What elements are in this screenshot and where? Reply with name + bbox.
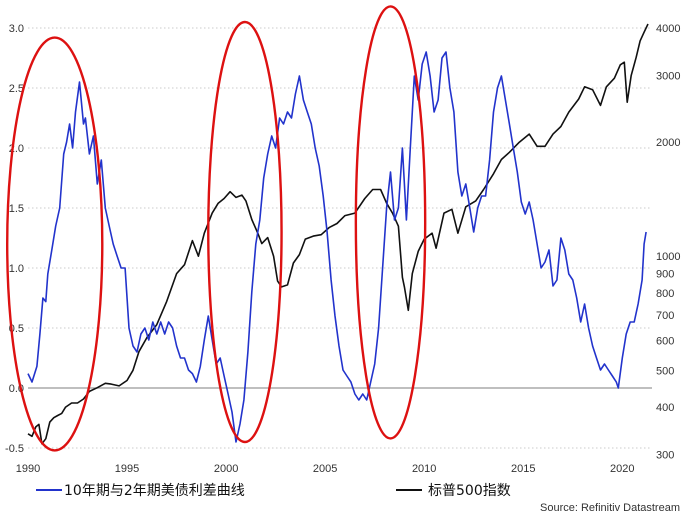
highlight-ellipse xyxy=(6,36,104,452)
right-tick-label: 600 xyxy=(656,335,674,347)
right-axis-ticks: 300 400 500 600 700 800 900 1000 2000 3000 4000 xyxy=(656,23,680,461)
right-tick-label: 500 xyxy=(656,365,674,377)
highlight-ellipse xyxy=(354,5,427,440)
left-tick-label: 3.0 xyxy=(9,23,24,35)
x-tick-label: 1995 xyxy=(115,463,139,475)
x-tick-label: 2010 xyxy=(412,463,436,475)
legend-label-sp500: 标普500指数 xyxy=(428,483,511,499)
highlight-ellipses xyxy=(6,5,427,452)
right-tick-label: 800 xyxy=(656,288,674,300)
source-note: Source: Refinitiv Datastream xyxy=(540,502,680,514)
right-tick-label: 4000 xyxy=(656,23,680,35)
x-tick-label: 2005 xyxy=(313,463,337,475)
right-tick-label: 900 xyxy=(656,269,674,281)
legend: 10年期与2年期美债利差曲线 标普500指数 xyxy=(36,483,511,499)
legend-label-spread: 10年期与2年期美债利差曲线 xyxy=(64,483,245,499)
x-axis-ticks: 1990 1995 2000 2005 2010 2015 2020 xyxy=(16,463,635,475)
spread-series-line xyxy=(27,51,647,443)
right-tick-label: 400 xyxy=(656,402,674,414)
left-tick-label: -0.5 xyxy=(5,443,24,455)
left-tick-label: 1.5 xyxy=(9,203,24,215)
right-tick-label: 2000 xyxy=(656,137,680,149)
highlight-ellipse xyxy=(207,20,283,444)
left-tick-label: 1.0 xyxy=(9,263,24,275)
right-tick-label: 700 xyxy=(656,310,674,322)
x-tick-label: 2020 xyxy=(610,463,634,475)
sp500-series-line xyxy=(27,23,649,445)
x-tick-label: 2015 xyxy=(511,463,535,475)
right-tick-label: 300 xyxy=(656,449,674,461)
right-tick-label: 1000 xyxy=(656,251,680,263)
x-tick-label: 1990 xyxy=(16,463,40,475)
right-tick-label: 3000 xyxy=(656,70,680,82)
left-tick-label: 2.5 xyxy=(9,83,24,95)
x-tick-label: 2000 xyxy=(214,463,238,475)
